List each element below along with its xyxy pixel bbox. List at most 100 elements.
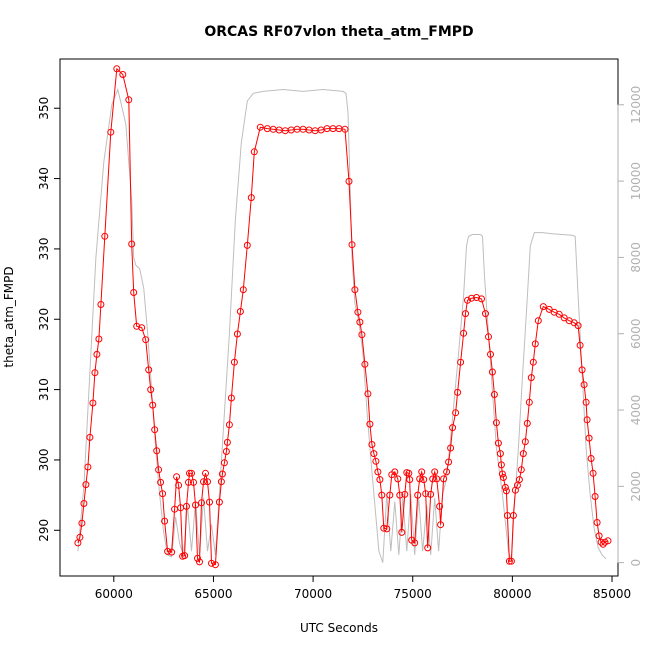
data-point	[519, 450, 527, 458]
x-tick-label: 70000	[294, 587, 332, 601]
data-point	[233, 330, 241, 338]
data-point	[492, 419, 500, 427]
y-tick-label: 320	[37, 308, 51, 331]
data-point	[485, 333, 492, 341]
data-point	[196, 558, 203, 566]
data-point	[188, 469, 195, 477]
data-point	[80, 500, 88, 507]
data-point	[351, 286, 359, 294]
data-point	[464, 296, 471, 304]
data-point	[192, 501, 199, 509]
x-tick-label: 65000	[194, 587, 232, 601]
data-point	[147, 386, 155, 394]
data-point	[534, 317, 542, 325]
data-point	[383, 525, 391, 533]
y-tick-label: 310	[37, 378, 51, 401]
data-point	[202, 469, 209, 477]
data-point	[130, 289, 138, 296]
data-point	[454, 388, 462, 396]
data-point	[539, 303, 547, 311]
data-point	[173, 473, 181, 481]
data-point	[497, 461, 505, 469]
data-point	[113, 65, 121, 73]
data-point	[354, 308, 362, 316]
data-point	[527, 374, 535, 382]
y2-tick-label: 8000	[629, 242, 643, 273]
data-point	[478, 295, 485, 303]
x-tick-label: 75000	[394, 587, 432, 601]
data-point	[416, 475, 424, 483]
data-point	[445, 458, 453, 466]
data-point	[227, 394, 235, 402]
data-point	[529, 358, 537, 366]
data-point	[364, 390, 372, 398]
data-point	[482, 310, 489, 318]
data-point	[589, 469, 597, 477]
data-point	[250, 148, 258, 156]
data-point	[372, 457, 380, 465]
data-point	[406, 476, 414, 484]
y-axis-right: 0 2000 4000 6000 8000 10000 12000	[617, 86, 643, 567]
y2-tick-label: 10000	[629, 162, 643, 200]
data-point	[437, 521, 445, 529]
y2-tick-label: 6000	[629, 318, 643, 349]
data-point	[440, 475, 448, 483]
y2-tick-label: 2000	[629, 471, 643, 502]
data-point	[496, 450, 504, 458]
data-point	[149, 401, 157, 409]
data-point	[194, 554, 201, 562]
data-point	[183, 502, 190, 510]
data-point	[583, 416, 591, 424]
data-point	[494, 439, 502, 447]
data-point	[181, 552, 189, 560]
data-point	[159, 490, 167, 498]
data-point	[206, 498, 213, 506]
data-point	[436, 502, 444, 510]
secondary-series-line	[77, 87, 607, 563]
x-tick-label: 85000	[593, 587, 631, 601]
data-point	[462, 310, 469, 318]
data-point	[256, 123, 264, 131]
data-point	[380, 524, 388, 532]
data-point	[378, 491, 386, 499]
data-point	[101, 232, 109, 240]
data-point	[487, 350, 494, 358]
x-tick-label: 80000	[493, 587, 531, 601]
data-point	[523, 419, 531, 427]
data-point	[153, 447, 161, 455]
y2-tick-label: 12000	[629, 86, 643, 124]
data-point	[91, 369, 99, 377]
x-axis-label: UTC Seconds	[300, 621, 378, 635]
x-axis: 60000 65000 70000 75000 80000 85000	[95, 575, 631, 601]
data-point	[391, 468, 399, 476]
data-point	[348, 241, 356, 249]
data-point	[498, 470, 506, 478]
data-point	[424, 544, 432, 552]
data-point	[222, 448, 230, 455]
data-point	[374, 468, 382, 476]
data-point	[223, 438, 231, 446]
y-tick-label: 350	[37, 97, 51, 120]
data-point	[82, 481, 90, 489]
data-point	[591, 493, 599, 500]
data-point	[107, 128, 115, 136]
data-point	[84, 463, 92, 471]
data-point	[427, 490, 435, 498]
y2-tick-label: 4000	[629, 395, 643, 426]
data-point	[515, 476, 523, 484]
data-point	[499, 474, 507, 481]
y-axis-label: theta_atm_FMPD	[2, 266, 16, 367]
data-point	[97, 301, 105, 308]
y-tick-label: 330	[37, 237, 51, 260]
data-point	[447, 444, 455, 452]
primary-series-points	[74, 65, 612, 569]
data-point	[505, 557, 513, 565]
data-point	[398, 528, 406, 536]
data-point	[164, 547, 172, 555]
data-point	[225, 421, 233, 429]
y2-tick-label: 0	[629, 559, 643, 567]
data-point	[490, 391, 498, 398]
data-point	[473, 294, 480, 301]
data-point	[517, 466, 525, 474]
